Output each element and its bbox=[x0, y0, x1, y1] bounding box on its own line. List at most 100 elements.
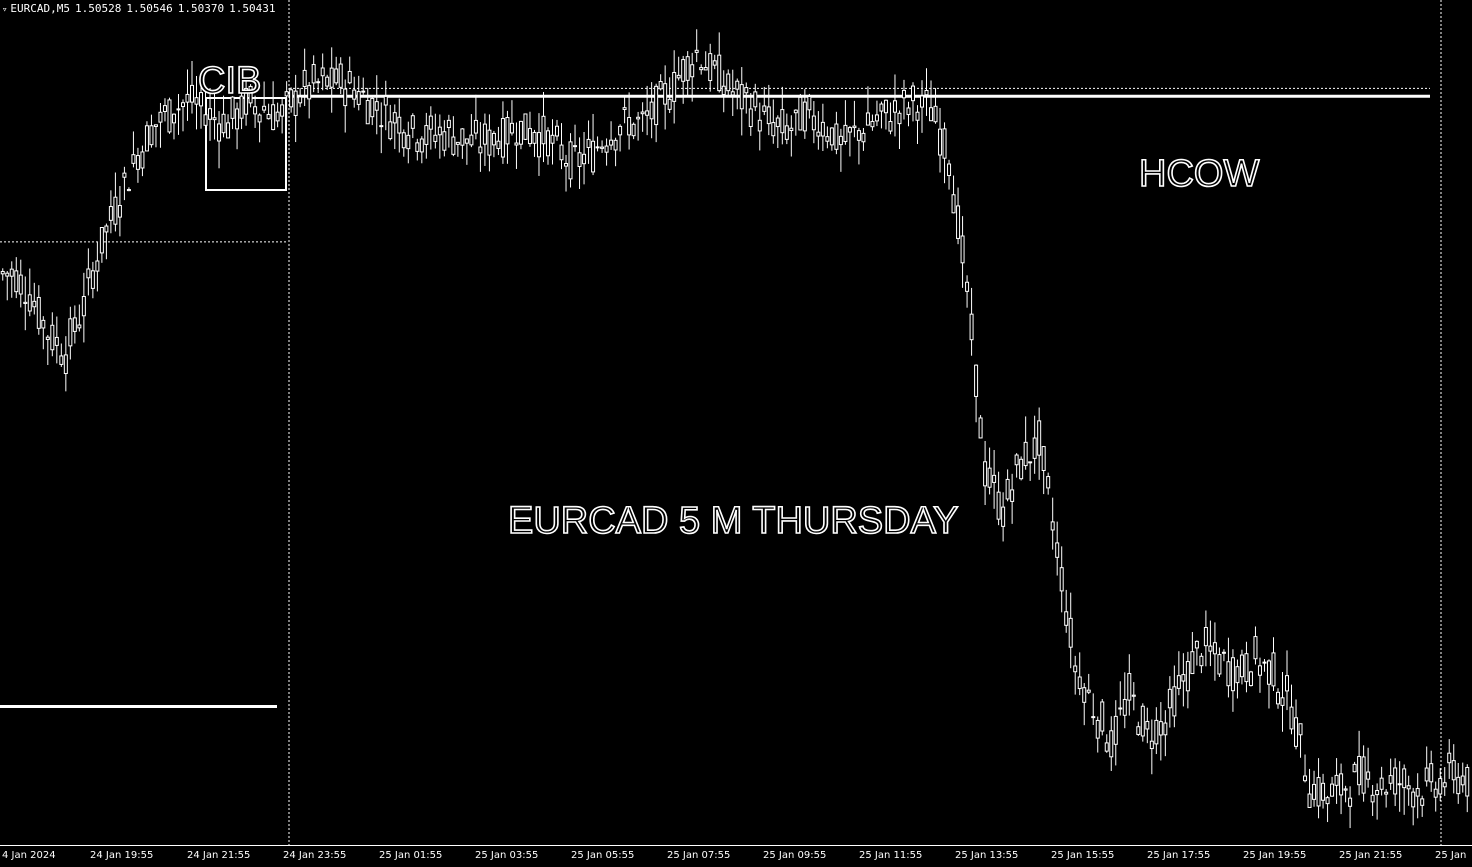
candle bbox=[956, 187, 961, 245]
candle bbox=[1433, 781, 1438, 812]
candle bbox=[63, 336, 68, 392]
candle bbox=[1339, 763, 1344, 815]
candle bbox=[487, 114, 492, 172]
candle bbox=[753, 83, 758, 112]
candle bbox=[726, 69, 731, 96]
candle bbox=[1181, 653, 1186, 707]
candle bbox=[284, 81, 289, 122]
candle bbox=[951, 175, 956, 214]
candle bbox=[735, 78, 740, 110]
candle bbox=[721, 70, 726, 113]
candle bbox=[469, 114, 474, 148]
candle bbox=[446, 114, 451, 148]
candle bbox=[748, 92, 753, 136]
candle bbox=[505, 110, 510, 164]
candle bbox=[32, 282, 37, 315]
candle bbox=[974, 364, 979, 423]
symbol-label: EURCAD,M5 bbox=[10, 2, 71, 15]
candle bbox=[820, 103, 825, 151]
candle bbox=[901, 79, 906, 120]
candle bbox=[90, 261, 95, 299]
candle bbox=[0, 268, 5, 281]
candle bbox=[1100, 698, 1105, 736]
candle bbox=[1397, 761, 1402, 812]
candle bbox=[316, 78, 321, 94]
candle bbox=[5, 271, 10, 301]
candle bbox=[1230, 649, 1235, 712]
candle bbox=[1438, 768, 1443, 802]
candle bbox=[99, 227, 104, 263]
candle bbox=[311, 55, 316, 93]
candle bbox=[1059, 546, 1064, 613]
candle bbox=[320, 53, 325, 91]
ohlc-high: 1.50546 bbox=[126, 2, 173, 15]
candle bbox=[933, 88, 938, 124]
candle bbox=[555, 119, 560, 141]
candle bbox=[117, 186, 122, 237]
candle bbox=[1149, 719, 1154, 775]
candle bbox=[424, 112, 429, 159]
candle bbox=[960, 216, 965, 288]
candle bbox=[1307, 768, 1312, 808]
candle bbox=[942, 122, 947, 184]
candle bbox=[257, 113, 262, 143]
x-tick-label: 4 Jan 2024 bbox=[2, 850, 56, 861]
candle bbox=[77, 304, 82, 332]
candle bbox=[600, 140, 605, 153]
candle bbox=[996, 471, 1001, 526]
candle bbox=[676, 56, 681, 81]
candle bbox=[1118, 681, 1123, 716]
dropdown-triangle-icon[interactable]: ▿ bbox=[2, 5, 8, 15]
candle bbox=[14, 257, 19, 299]
candle bbox=[766, 84, 771, 136]
x-tick-label: 25 Jan 21:55 bbox=[1339, 850, 1403, 861]
candle bbox=[915, 105, 920, 145]
candle bbox=[262, 81, 267, 113]
candle bbox=[1019, 456, 1024, 481]
candle bbox=[226, 114, 231, 139]
candle bbox=[144, 121, 149, 152]
candle bbox=[1028, 461, 1033, 481]
candle bbox=[1109, 716, 1114, 771]
candle bbox=[523, 113, 528, 141]
candle bbox=[568, 133, 573, 188]
candle bbox=[1375, 783, 1380, 820]
candle bbox=[18, 259, 23, 308]
candle bbox=[834, 111, 839, 155]
candle bbox=[361, 77, 366, 95]
candle bbox=[1366, 747, 1371, 788]
candle bbox=[1023, 416, 1028, 470]
candle bbox=[190, 60, 195, 114]
candle bbox=[924, 68, 929, 116]
candle bbox=[275, 102, 280, 128]
candle bbox=[1388, 758, 1393, 790]
candle bbox=[388, 104, 393, 141]
candle bbox=[658, 74, 663, 91]
candle bbox=[1393, 758, 1398, 807]
candle bbox=[1465, 764, 1470, 813]
candle bbox=[978, 415, 983, 439]
candle bbox=[217, 111, 222, 169]
candle bbox=[338, 57, 343, 95]
candle bbox=[829, 127, 834, 151]
candle bbox=[780, 86, 785, 145]
candle bbox=[235, 102, 240, 150]
candle bbox=[27, 268, 32, 317]
candle bbox=[383, 80, 388, 131]
candle bbox=[573, 124, 578, 152]
candle bbox=[645, 85, 650, 136]
candle bbox=[126, 187, 131, 192]
candle bbox=[428, 106, 433, 150]
candle bbox=[54, 316, 59, 364]
candle bbox=[730, 69, 735, 117]
candle bbox=[370, 95, 375, 126]
candle bbox=[739, 67, 744, 136]
candle bbox=[1226, 637, 1231, 698]
candle bbox=[1086, 673, 1091, 695]
candle bbox=[712, 54, 717, 70]
candle bbox=[690, 52, 695, 102]
x-tick-label: 25 Jan bbox=[1435, 850, 1467, 861]
candle bbox=[244, 78, 249, 126]
candle bbox=[1199, 653, 1204, 674]
